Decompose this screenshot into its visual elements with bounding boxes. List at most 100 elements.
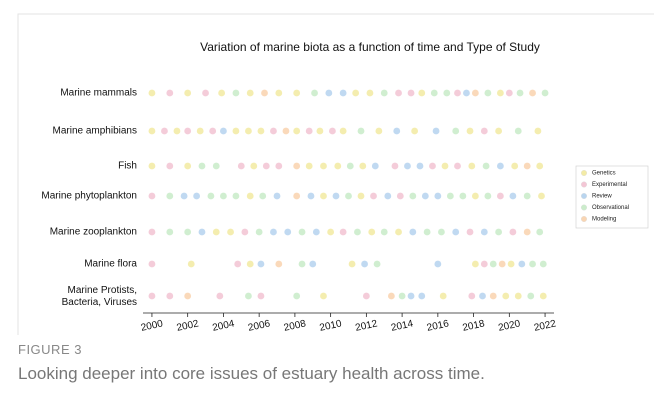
dot — [332, 192, 340, 200]
dot — [407, 292, 415, 300]
dot — [148, 89, 156, 97]
dot — [409, 192, 417, 200]
dot — [184, 162, 192, 170]
dot — [434, 260, 442, 268]
dot — [496, 192, 504, 200]
dot — [184, 292, 192, 300]
dot — [523, 228, 531, 236]
figure-label: FIGURE 3 — [18, 342, 82, 357]
x-tick-label: 2012 — [354, 318, 378, 333]
dot — [459, 192, 467, 200]
dot — [357, 192, 365, 200]
dot — [387, 292, 395, 300]
dot — [441, 162, 449, 170]
dot — [432, 127, 440, 135]
dot — [430, 89, 438, 97]
dot — [193, 192, 201, 200]
dot — [262, 162, 270, 170]
dot — [498, 260, 506, 268]
dot — [220, 192, 227, 200]
dot — [166, 192, 174, 200]
dot — [148, 260, 156, 268]
dot — [416, 162, 424, 170]
dot — [246, 192, 254, 200]
dot — [371, 162, 379, 170]
dot — [180, 192, 188, 200]
dot — [209, 127, 217, 135]
dot — [496, 89, 504, 97]
dot — [273, 192, 281, 200]
x-tick-label: 2014 — [390, 318, 414, 333]
dot — [305, 127, 313, 135]
dot — [479, 292, 486, 300]
y-tick-label: Marine mammals — [60, 88, 137, 99]
y-tick-label: Marine flora — [84, 259, 137, 270]
dot — [509, 192, 517, 200]
x-tick-label: 2010 — [319, 318, 343, 333]
dot — [309, 260, 317, 268]
dot — [275, 260, 283, 268]
dot — [275, 162, 283, 170]
dot — [305, 162, 313, 170]
legend-label: Review — [592, 194, 612, 200]
dot — [245, 127, 252, 135]
x-tick-label: 2002 — [176, 318, 200, 333]
dot — [534, 127, 542, 135]
dot — [511, 162, 519, 170]
dot — [380, 89, 388, 97]
x-tick-label: 2016 — [426, 318, 450, 333]
dot — [284, 228, 292, 236]
dot — [466, 228, 474, 236]
y-tick-label: Marine phytoplankton — [41, 191, 137, 202]
dot — [241, 228, 249, 236]
y-tick-label: Fish — [118, 161, 137, 172]
dot — [463, 89, 470, 97]
dot — [357, 127, 365, 135]
dot — [245, 292, 252, 300]
dot — [482, 162, 490, 170]
dot — [345, 192, 352, 200]
legend-label: Experimental — [592, 182, 627, 188]
legend-label: Genetics — [592, 171, 616, 177]
x-tick-label: 2008 — [283, 318, 307, 333]
dot — [257, 127, 265, 135]
dot — [234, 260, 242, 268]
dot — [529, 260, 536, 268]
y-tick-label: Marine Protists, Bacteria, Viruses — [62, 285, 137, 308]
dot — [529, 89, 536, 97]
dot — [261, 89, 268, 97]
dot — [259, 192, 267, 200]
dot — [471, 89, 479, 97]
dot — [452, 228, 460, 236]
dot — [327, 228, 335, 236]
dot — [480, 260, 488, 268]
dot — [354, 228, 361, 236]
dot — [293, 162, 301, 170]
dot — [423, 228, 431, 236]
dot — [366, 89, 374, 97]
dot — [270, 127, 277, 135]
dot — [443, 89, 451, 97]
dot — [395, 89, 402, 97]
y-tick-label: Marine amphibians — [53, 126, 138, 137]
dot — [495, 228, 503, 236]
legend-label: Observational — [592, 205, 629, 211]
dot — [237, 162, 245, 170]
dot — [246, 89, 254, 97]
dot — [527, 292, 535, 300]
dot — [454, 162, 461, 170]
dot — [393, 127, 401, 135]
dot — [438, 228, 445, 236]
dot — [184, 127, 192, 135]
dot — [454, 89, 461, 97]
dot — [320, 192, 327, 200]
dot — [538, 192, 545, 200]
dot — [232, 127, 240, 135]
dot — [202, 89, 209, 97]
dot — [293, 192, 301, 200]
dot — [429, 162, 436, 170]
dot — [384, 192, 392, 200]
dot — [312, 228, 320, 236]
dot — [298, 260, 306, 268]
